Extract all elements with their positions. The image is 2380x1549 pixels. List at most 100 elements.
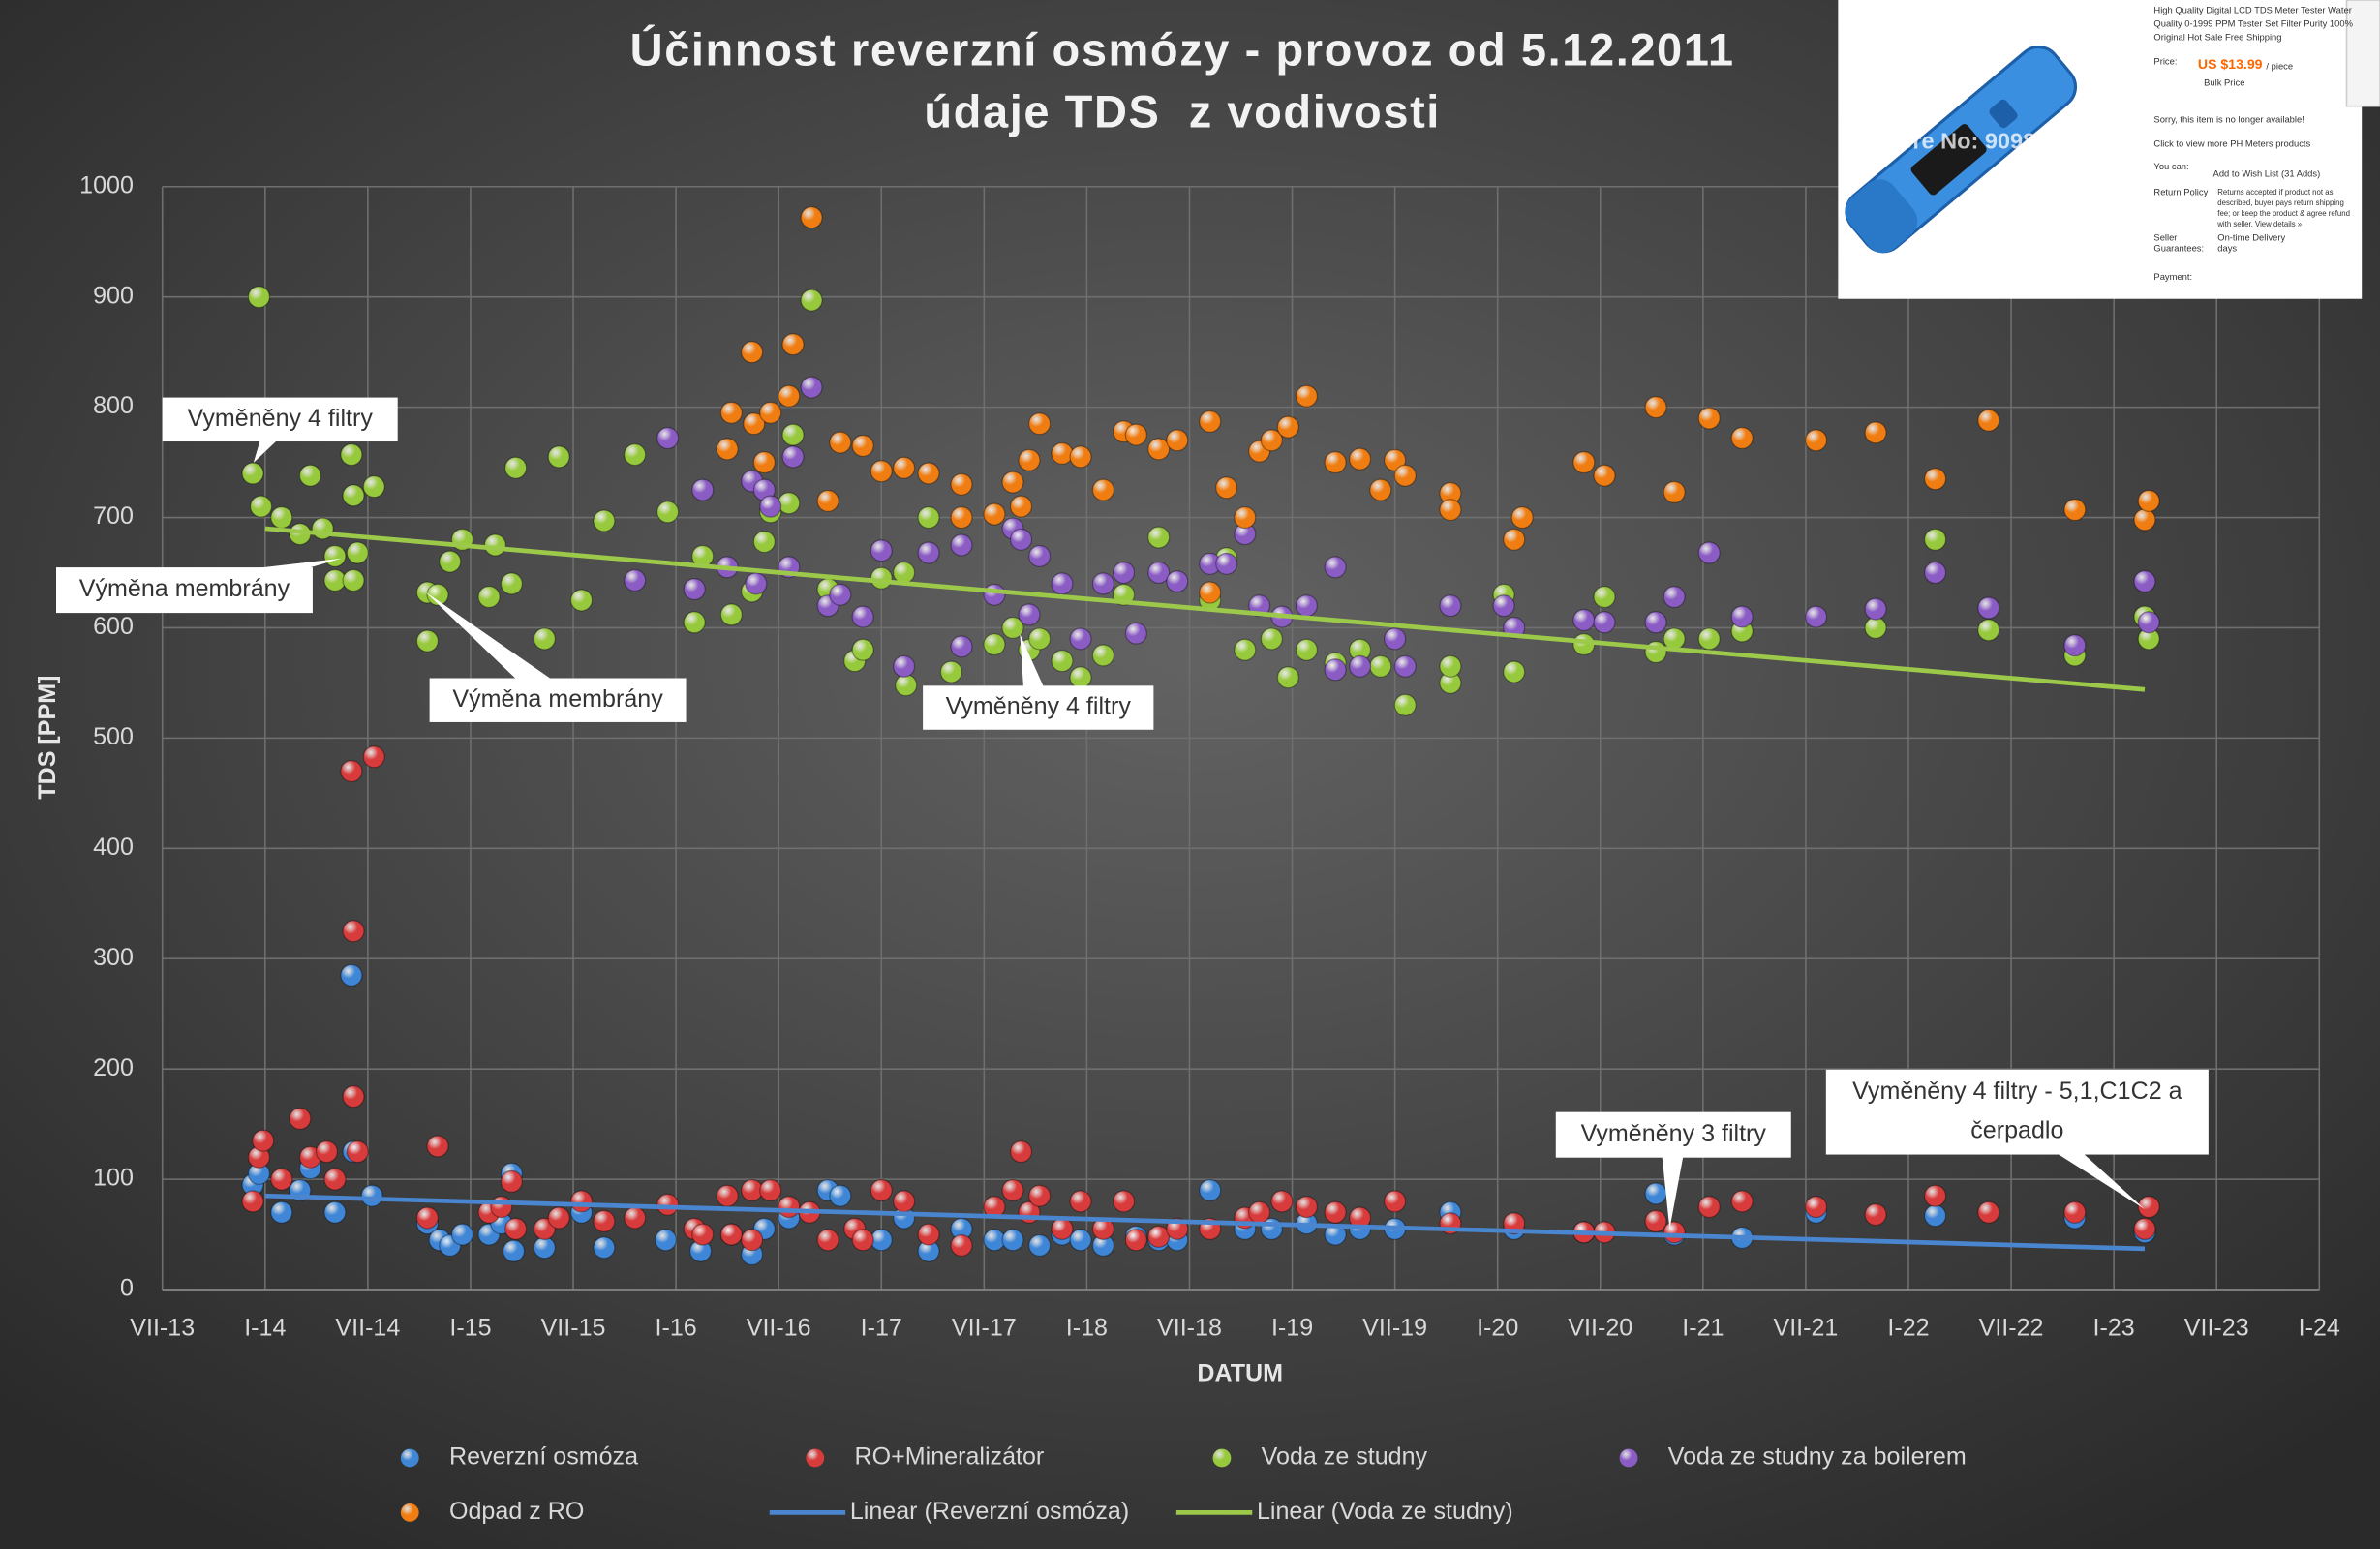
inset-text: Return Policy xyxy=(2153,187,2208,197)
legend-marker xyxy=(400,1503,419,1522)
data-point xyxy=(426,583,449,606)
annotation: Vyměněny 3 filtry xyxy=(1581,1120,1767,1147)
inset-text: On-time Delivery xyxy=(2217,232,2285,243)
data-point xyxy=(1644,640,1667,664)
data-point xyxy=(917,541,940,564)
data-point xyxy=(415,629,440,653)
data-point xyxy=(547,445,570,469)
legend-label: Voda ze studny za boilerem xyxy=(1668,1443,1967,1471)
data-point xyxy=(1384,1190,1407,1213)
data-point xyxy=(1001,616,1024,640)
data-point xyxy=(249,495,273,518)
data-point xyxy=(719,603,743,626)
data-point xyxy=(759,1178,782,1202)
data-point xyxy=(1348,654,1372,678)
data-point xyxy=(895,674,918,697)
data-point xyxy=(1009,495,1033,518)
pen-image xyxy=(1845,46,2078,254)
data-point xyxy=(870,539,893,562)
inset-text: Seller xyxy=(2153,232,2177,243)
annotation: čerpadlo xyxy=(1970,1117,2063,1144)
data-point xyxy=(342,1085,365,1109)
data-point xyxy=(1697,1195,1721,1219)
inset-sidebar xyxy=(2345,0,2380,107)
data-point xyxy=(1510,505,1534,530)
callout-box xyxy=(1555,1111,1791,1158)
data-point xyxy=(504,456,528,479)
data-point xyxy=(950,1233,973,1258)
pen-cap xyxy=(1845,179,1918,254)
y-tick-label: 0 xyxy=(120,1275,134,1302)
data-point xyxy=(1018,603,1041,626)
legend-marker xyxy=(806,1448,825,1468)
data-point xyxy=(800,376,823,399)
data-point xyxy=(816,489,839,513)
data-point xyxy=(340,759,363,783)
data-point xyxy=(778,1195,801,1219)
y-tick-label: 400 xyxy=(93,834,134,861)
data-point xyxy=(624,1206,647,1230)
data-point xyxy=(656,1193,680,1216)
data-point xyxy=(2063,634,2087,657)
data-point xyxy=(1977,596,2000,620)
data-point xyxy=(1572,450,1596,474)
data-point xyxy=(1112,561,1136,585)
x-tick-label: I-20 xyxy=(1477,1314,1518,1341)
data-point xyxy=(362,475,385,499)
data-point xyxy=(477,585,501,609)
data-point xyxy=(683,611,706,634)
data-point xyxy=(1593,464,1616,487)
data-point xyxy=(1147,526,1171,549)
data-point xyxy=(624,568,647,592)
data-point xyxy=(829,431,852,454)
data-point xyxy=(800,206,823,229)
data-point xyxy=(533,627,556,651)
data-point xyxy=(950,472,973,496)
legend-label: Reverzní osmóza xyxy=(449,1443,638,1471)
pen-button xyxy=(1989,99,2018,129)
data-point xyxy=(1384,448,1407,471)
data-point xyxy=(1393,654,1417,678)
x-tick-label: VII-17 xyxy=(952,1314,1017,1341)
data-point xyxy=(1124,423,1147,446)
data-point xyxy=(851,638,874,661)
data-point xyxy=(851,605,874,628)
y-tick-label: 500 xyxy=(93,723,134,750)
data-point xyxy=(289,1107,312,1131)
data-point xyxy=(1663,585,1686,609)
data-point xyxy=(1663,480,1686,503)
data-point xyxy=(716,438,739,461)
data-point xyxy=(1069,1229,1092,1252)
data-point xyxy=(1295,638,1319,661)
data-point xyxy=(719,1223,743,1246)
data-point xyxy=(504,1217,528,1240)
y-tick-label: 100 xyxy=(93,1165,134,1192)
data-point xyxy=(1439,594,1462,618)
data-point xyxy=(983,632,1006,656)
data-point xyxy=(983,583,1006,606)
x-axis-label: DATUM xyxy=(1197,1359,1283,1386)
data-point xyxy=(1091,478,1114,501)
data-point xyxy=(1804,429,1828,452)
annotation: Vyměněny 4 filtry xyxy=(188,405,374,432)
data-point xyxy=(1166,570,1189,593)
data-point xyxy=(917,462,940,485)
data-point xyxy=(1572,608,1596,632)
data-point xyxy=(1112,1190,1136,1213)
data-point xyxy=(342,568,365,592)
inset-screenshot: Store No: 909881 High Quality Digital LCD… xyxy=(1838,0,2380,299)
callout-box xyxy=(923,685,1154,730)
data-point xyxy=(1439,654,1462,678)
data-point xyxy=(892,654,916,678)
inset-text: with seller. View details » xyxy=(2216,220,2303,228)
data-point xyxy=(323,1168,347,1191)
inset-text: Add to Wish List (31 Adds) xyxy=(2213,168,2321,179)
data-point xyxy=(716,1184,739,1207)
x-tick-label: VII-16 xyxy=(747,1314,811,1341)
data-point xyxy=(1697,541,1721,564)
callout-box xyxy=(429,678,687,722)
data-point xyxy=(1923,561,1947,585)
data-point xyxy=(1804,1195,1828,1219)
data-point xyxy=(1270,1190,1294,1213)
inset-text: High Quality Digital LCD TDS Meter Teste… xyxy=(2153,4,2351,15)
